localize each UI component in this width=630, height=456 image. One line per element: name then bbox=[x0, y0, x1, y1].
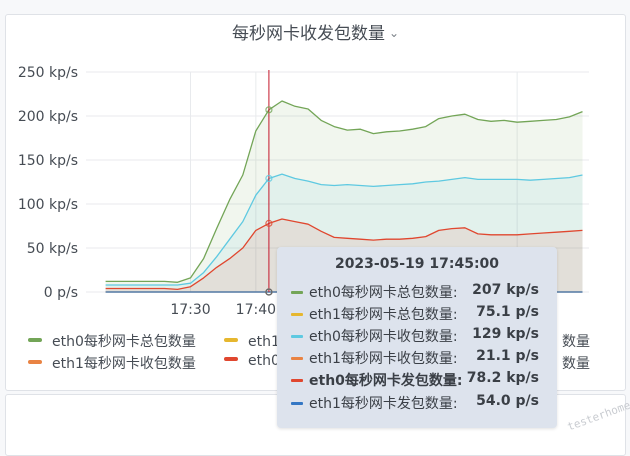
legend-swatch bbox=[28, 338, 42, 342]
legend-item-eth0-send[interactable]: eth0 bbox=[224, 353, 280, 369]
legend-swatch bbox=[28, 360, 42, 364]
legend-swatch bbox=[224, 357, 238, 361]
chart-panel: 每秒网卡收发包数量 ⌄ 0 p/s 50 kp/s 100 kp/s 150 kp/s 2… bbox=[5, 14, 626, 391]
series-line bbox=[105, 100, 583, 283]
panel-title-menu[interactable]: 每秒网卡收发包数量 ⌄ bbox=[6, 19, 625, 44]
tooltip-series-value: 75.1 p/s bbox=[476, 304, 539, 320]
y-tick-label: 200 kp/s bbox=[18, 109, 78, 125]
tooltip-row: eth0每秒网卡收包数量: 129 kp/s bbox=[291, 326, 551, 346]
chevron-down-icon[interactable]: ⌄ bbox=[388, 26, 400, 40]
legend-label: 数量 bbox=[562, 334, 590, 350]
tooltip-series-name: eth1每秒网卡收包数量: bbox=[309, 351, 458, 367]
x-tick-label: 17:40 bbox=[236, 302, 276, 318]
tooltip-row: eth1每秒网卡发包数量: 54.0 p/s bbox=[291, 393, 551, 413]
legend-label: eth0每秒网卡总包数量 bbox=[52, 334, 196, 350]
legend-label: eth1每秒网卡收包数量 bbox=[52, 356, 196, 372]
tooltip-swatch bbox=[291, 335, 303, 338]
tooltip-series-value: 21.1 p/s bbox=[476, 348, 539, 364]
series-line bbox=[105, 218, 583, 291]
tooltip-series-value: 207 kp/s bbox=[472, 282, 539, 298]
panel-title: 每秒网卡收发包数量 bbox=[231, 24, 385, 44]
series-line bbox=[105, 173, 583, 286]
y-tick-label: 50 kp/s bbox=[27, 241, 78, 257]
tooltip-series-value: 129 kp/s bbox=[472, 326, 539, 342]
tooltip-swatch bbox=[291, 313, 303, 316]
legend-label: eth0 bbox=[248, 353, 280, 369]
legend-item-fragment[interactable]: 数量 bbox=[562, 353, 590, 373]
y-tick-label: 0 p/s bbox=[44, 285, 78, 301]
tooltip-row: eth1每秒网卡收包数量: 21.1 p/s bbox=[291, 348, 551, 368]
tooltip-row-highlighted: eth0每秒网卡发包数量: 78.2 kp/s bbox=[291, 370, 551, 390]
chart-tooltip: 2023-05-19 17:45:00 eth0每秒网卡总包数量: 207 kp… bbox=[277, 247, 557, 428]
y-tick-label: 250 kp/s bbox=[18, 65, 78, 81]
tooltip-series-name: eth1每秒网卡总包数量: bbox=[309, 307, 458, 323]
tooltip-time: 2023-05-19 17:45:00 bbox=[334, 256, 500, 272]
legend-item-fragment[interactable]: 数量 bbox=[562, 331, 590, 351]
tooltip-series-name: eth0每秒网卡总包数量: bbox=[309, 285, 458, 301]
legend-item-eth1-recv[interactable]: eth1每秒网卡收包数量 bbox=[28, 353, 196, 373]
tooltip-swatch bbox=[291, 291, 303, 294]
hover-point bbox=[265, 174, 273, 183]
tooltip-series-value: 54.0 p/s bbox=[476, 393, 539, 409]
x-tick-label: 17:30 bbox=[170, 302, 210, 318]
hover-point bbox=[265, 219, 273, 227]
tooltip-row: eth1每秒网卡总包数量: 75.1 p/s bbox=[291, 304, 551, 324]
tooltip-series-name: eth1每秒网卡发包数量: bbox=[309, 396, 458, 412]
tooltip-row: eth0每秒网卡总包数量: 207 kp/s bbox=[291, 282, 551, 302]
series-area-fill bbox=[105, 101, 583, 292]
tooltip-series-name: eth0每秒网卡收包数量: bbox=[309, 329, 458, 345]
y-tick-label: 100 kp/s bbox=[18, 197, 78, 213]
tooltip-swatch bbox=[291, 402, 303, 405]
tooltip-series-value: 78.2 kp/s bbox=[466, 370, 539, 386]
tooltip-swatch bbox=[291, 357, 303, 360]
area-chart[interactable]: 0 p/s 50 kp/s 100 kp/s 150 kp/s 200 kp/s 250 … bbox=[6, 15, 625, 325]
hover-point bbox=[265, 106, 273, 114]
legend-swatch bbox=[224, 338, 238, 342]
legend-item-eth0-total[interactable]: eth0每秒网卡总包数量 bbox=[28, 331, 196, 351]
tooltip-swatch bbox=[291, 379, 303, 382]
y-tick-label: 150 kp/s bbox=[18, 153, 78, 169]
hover-point-baseline bbox=[265, 288, 273, 296]
legend-label: 数量 bbox=[562, 356, 590, 372]
tooltip-series-name: eth0每秒网卡发包数量: bbox=[309, 373, 463, 389]
